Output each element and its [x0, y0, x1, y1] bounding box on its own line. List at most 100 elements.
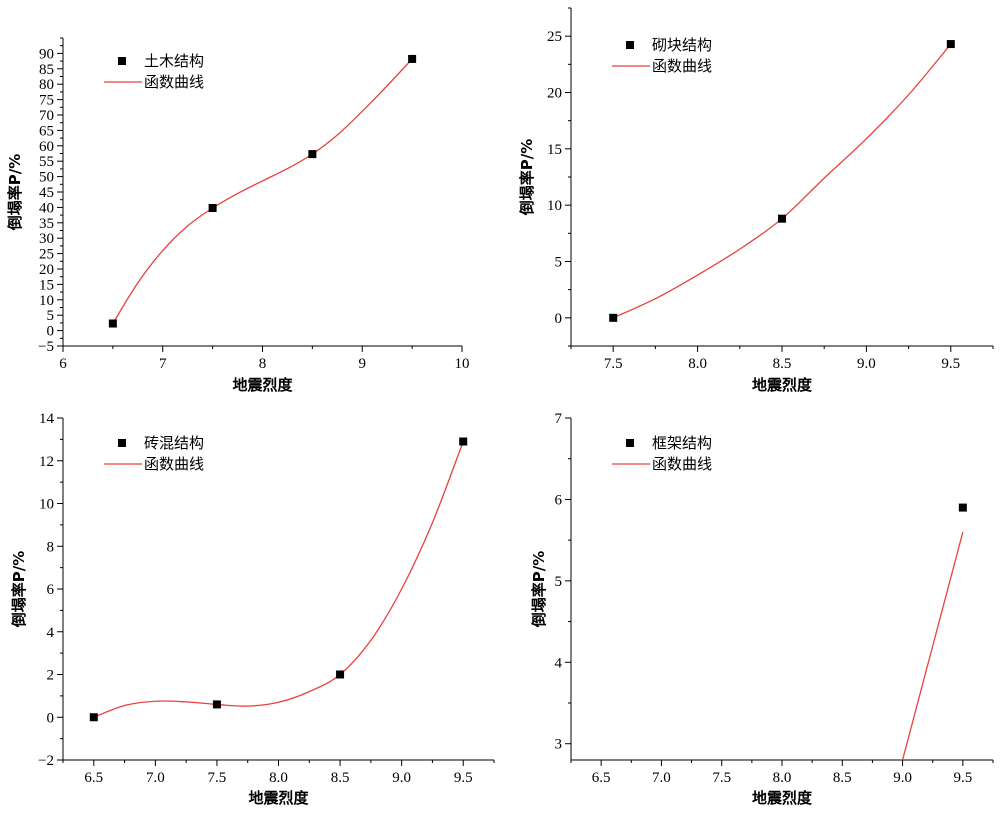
x-tick-label: 6: [59, 356, 67, 372]
x-tick-label: 8.0: [773, 770, 792, 786]
fit-curve-line: [112, 58, 413, 324]
x-tick-label: 9.0: [857, 356, 876, 372]
y-tick-label: 5: [555, 255, 563, 271]
chart-panel-frame-structure: 6.5 7.0 7.5 8.0 8.5 9.0 9.5 3 4 5 6 7 地震烈度 倒塌率P/% 框架结构…: [530, 411, 994, 807]
x-axis-title: 地震烈度: [248, 789, 309, 807]
y-tick-label: 5: [555, 574, 563, 590]
y-tick-label: −5: [38, 339, 54, 355]
x-axis-title: 地震烈度: [232, 376, 293, 394]
y-tick-label: 65: [39, 123, 54, 139]
x-tick-label: 7.0: [652, 770, 671, 786]
fit-curve-line: [901, 531, 964, 760]
y-tick-label: 8: [47, 539, 55, 555]
chart-panel-block-structure: 7.5 8.0 8.5 9.0 9.5 0 5 10 15 20 25 地震烈度 倒塌率P/% 砌块结构函…: [518, 7, 994, 394]
data-point: [108, 319, 117, 328]
y-tick-label: 4: [47, 625, 55, 641]
y-tick-label: 14: [39, 411, 55, 427]
legend-label-points: 土木结构: [144, 52, 204, 70]
x-axis-title: 地震烈度: [752, 789, 813, 807]
y-tick-label: 80: [39, 77, 54, 93]
x-tick-label: 6.5: [84, 770, 103, 786]
y-axis-title: 倒塌率P/%: [6, 154, 24, 232]
y-axis-title: 倒塌率P/%: [518, 139, 536, 217]
data-point: [609, 313, 618, 322]
x-tick-label: 9.0: [392, 770, 411, 786]
y-tick-label: 35: [39, 216, 54, 232]
y-tick-label: 40: [39, 200, 54, 216]
y-tick-label: 25: [39, 247, 54, 263]
data-point: [336, 670, 345, 679]
x-tick-label: 7.5: [712, 770, 731, 786]
y-tick-label: 15: [39, 277, 54, 293]
legend-label-curve: 函数曲线: [144, 455, 204, 473]
y-tick-label: 45: [39, 185, 54, 201]
x-tick-label: 9.0: [893, 770, 912, 786]
x-tick-label: 8.5: [773, 356, 792, 372]
fit-curve-line: [93, 441, 464, 718]
y-tick-label: 20: [547, 86, 562, 102]
x-tick-label: 8.5: [833, 770, 852, 786]
y-axis-title: 倒塌率P/%: [10, 551, 28, 629]
x-tick-label: 9: [359, 356, 367, 372]
y-tick-label: 7: [555, 411, 563, 427]
data-point: [459, 437, 468, 446]
x-tick-label: 7.5: [604, 356, 623, 372]
legend-label-curve: 函数曲线: [144, 73, 204, 91]
legend-marker-points: [118, 439, 126, 447]
legend-label-curve: 函数曲线: [652, 455, 712, 473]
y-tick-label: 55: [39, 154, 54, 170]
legend-marker-points: [626, 439, 634, 447]
y-tick-label: 25: [547, 29, 562, 45]
y-tick-label: 75: [39, 93, 54, 109]
legend-marker-points: [118, 57, 126, 65]
x-tick-label: 6.5: [592, 770, 611, 786]
x-tick-label: 9.5: [941, 356, 960, 372]
y-tick-label: 0: [47, 710, 55, 726]
data-point: [946, 40, 955, 49]
x-tick-label: 8.0: [269, 770, 288, 786]
x-tick-label: 7.0: [146, 770, 165, 786]
legend-label-points: 砌块结构: [652, 36, 712, 54]
legend-label-points: 框架结构: [652, 434, 712, 452]
y-tick-label: 10: [547, 198, 562, 214]
y-tick-label: 90: [39, 46, 54, 62]
y-tick-label: 30: [39, 231, 54, 247]
x-tick-label: 8.0: [688, 356, 707, 372]
data-point: [212, 700, 221, 709]
y-tick-label: 0: [47, 324, 55, 340]
x-tick-label: 9.5: [454, 770, 473, 786]
y-tick-label: 10: [39, 497, 54, 513]
fit-curve-line: [612, 43, 952, 319]
legend-label-curve: 函数曲线: [652, 57, 712, 75]
y-tick-label: 50: [39, 170, 54, 186]
y-tick-label: 2: [47, 668, 55, 684]
y-tick-label: 85: [39, 62, 54, 78]
data-point: [958, 503, 967, 512]
y-tick-label: −2: [38, 753, 54, 769]
x-tick-label: 8: [259, 356, 267, 372]
y-tick-label: 10: [39, 293, 54, 309]
y-tick-label: 20: [39, 262, 54, 278]
data-point: [308, 150, 317, 159]
data-point: [208, 204, 217, 213]
legend-label-points: 砖混结构: [144, 434, 204, 452]
y-tick-label: 0: [555, 311, 563, 327]
data-point: [89, 713, 98, 722]
y-axis-title: 倒塌率P/%: [530, 551, 548, 629]
y-tick-label: 3: [555, 737, 563, 753]
data-point: [408, 54, 417, 63]
x-axis-title: 地震烈度: [752, 376, 813, 394]
data-point: [778, 214, 786, 223]
x-tick-label: 10: [455, 356, 470, 372]
y-tick-label: 15: [547, 142, 562, 158]
y-tick-label: 60: [39, 139, 54, 155]
x-tick-label: 7: [159, 356, 167, 372]
x-tick-label: 8.5: [331, 770, 350, 786]
y-tick-label: 4: [555, 655, 563, 671]
legend-marker-points: [626, 41, 634, 49]
x-tick-label: 7.5: [208, 770, 227, 786]
x-tick-label: 9.5: [953, 770, 972, 786]
y-tick-label: 5: [47, 308, 55, 324]
y-tick-label: 12: [39, 454, 54, 470]
